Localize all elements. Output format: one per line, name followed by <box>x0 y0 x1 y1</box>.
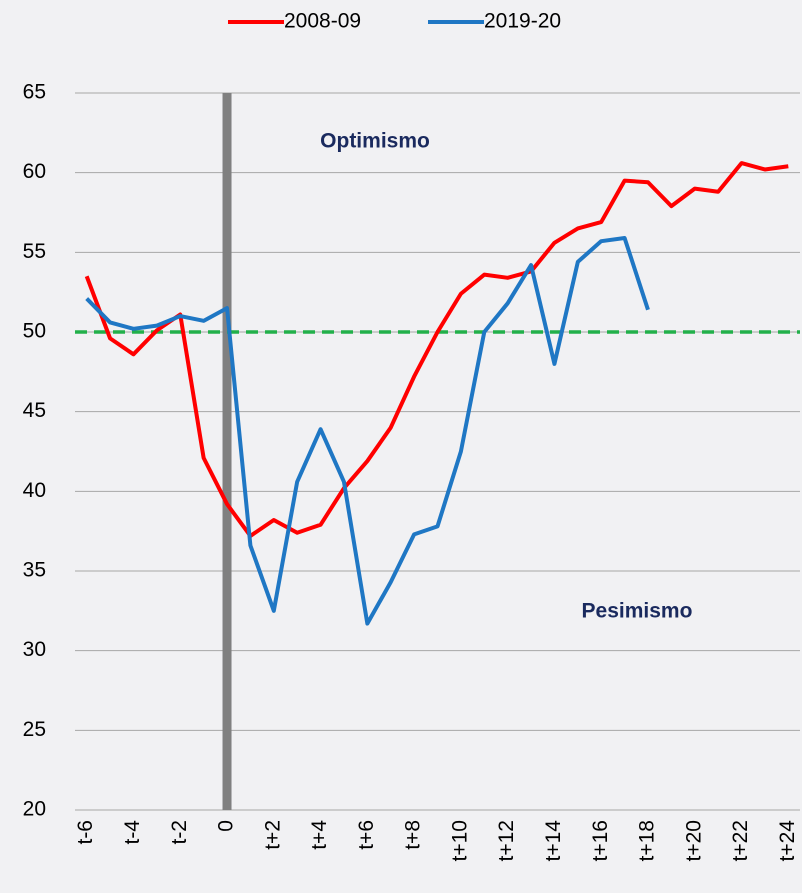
x-tick-label: t-4 <box>121 820 144 845</box>
y-tick-label: 25 <box>23 718 46 741</box>
x-tick-label: t+14 <box>542 820 565 862</box>
x-tick-label: t+24 <box>776 820 799 862</box>
x-tick-label: t+6 <box>355 820 378 850</box>
y-tick-label: 40 <box>23 479 46 502</box>
x-tick-label: t-2 <box>168 820 191 845</box>
x-tick-label: t+16 <box>589 820 612 861</box>
y-tick-label: 30 <box>23 638 46 661</box>
x-tick-label: t+8 <box>402 820 425 850</box>
x-tick-label: t+2 <box>261 820 284 850</box>
x-tick-label: t+4 <box>308 820 331 850</box>
series-line <box>85 235 650 626</box>
x-tick-label: t+18 <box>636 820 659 861</box>
y-tick-label: 35 <box>23 559 46 582</box>
legend-label: 2008-09 <box>284 10 361 33</box>
y-tick-label: 50 <box>23 320 46 343</box>
x-tick-label: t+12 <box>495 820 518 861</box>
legend: 2008-09 2019-20 <box>228 10 561 33</box>
x-tick-label: t+22 <box>729 820 752 861</box>
y-tick-label: 45 <box>23 399 46 422</box>
y-tick-label: 65 <box>23 81 46 104</box>
annotation: Pesimismo <box>582 600 693 623</box>
annotation: Optimismo <box>320 130 430 153</box>
x-tick-label: t-6 <box>74 820 97 845</box>
x-tick-label: t+10 <box>448 820 471 861</box>
series-line <box>84 161 789 538</box>
x-tick-label: t+20 <box>682 820 705 861</box>
x-tick-label: 0 <box>215 820 238 832</box>
y-tick-label: 55 <box>23 240 46 263</box>
y-tick-label: 60 <box>23 160 46 183</box>
y-tick-label: 20 <box>23 798 46 821</box>
legend-label: 2019-20 <box>484 10 561 33</box>
